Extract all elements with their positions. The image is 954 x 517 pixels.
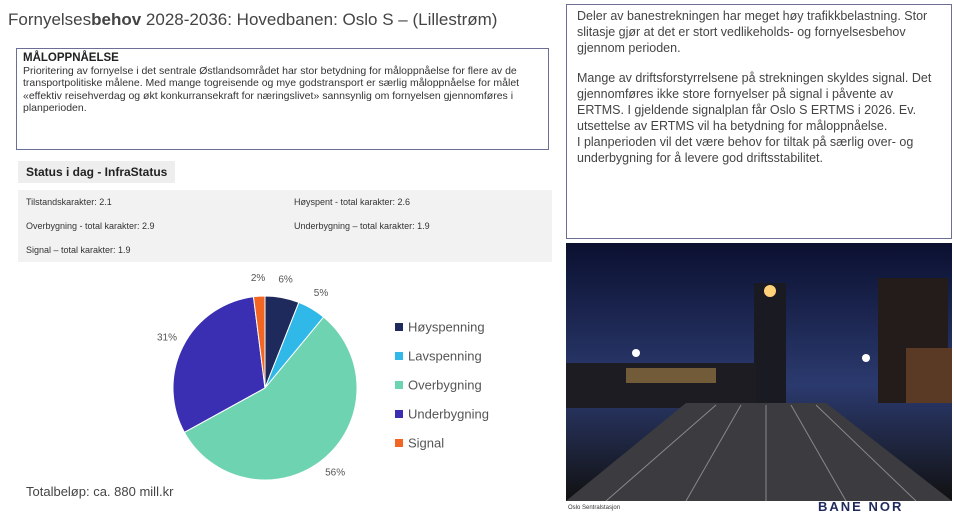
goal-text: Prioritering av fornyelse i det sentrale… (23, 64, 520, 115)
legend-swatch (395, 410, 403, 418)
legend-label: Lavspenning (408, 348, 482, 363)
status-item: Underbygning – total karakter: 1.9 (294, 221, 430, 231)
note: Deler av banestrekningen har meget høy t… (577, 9, 928, 55)
status-item: Høyspent - total karakter: 2.6 (294, 197, 411, 207)
title-part: 2028-2036: Hovedbanen: Oslo S – (Lillest… (141, 10, 498, 29)
data-label: 56% (325, 467, 345, 478)
legend-label: Underbygning (408, 406, 489, 421)
legend-swatch (395, 381, 403, 389)
data-label: 5% (314, 288, 329, 299)
notes-box: Deler av banestrekningen har meget høy t… (566, 4, 952, 239)
data-label: 6% (278, 275, 293, 286)
status-heading: Status i dag - InfraStatus (18, 161, 176, 183)
status-item: Signal – total karakter: 1.9 (26, 245, 131, 255)
photo (566, 243, 952, 501)
note: I planperioden vil det være behov for ti… (577, 135, 914, 165)
status-box: Tilstandskarakter: 2.1 Høyspent - total … (18, 190, 552, 262)
pie-chart: 6% Høyspenning 5% Lavspenning 56% Overbygning… (157, 273, 489, 480)
legend-label: Høyspenning (408, 319, 485, 334)
goal-box: MÅLOPPNÅELSE Prioritering av fornyelse i… (16, 48, 549, 150)
pie-slice (252, 295, 266, 389)
total: Totalbeløp: ca. 880 mill.kr (26, 484, 174, 499)
data-label: 31% (157, 333, 177, 344)
photo-caption: Oslo Sentralstasjon (568, 505, 621, 511)
legend-label: Signal (408, 435, 444, 450)
status-item: Overbygning - total karakter: 2.9 (26, 221, 155, 231)
title-bold: behov (91, 10, 142, 29)
goal-heading: MÅLOPPNÅELSE (23, 52, 119, 64)
legend-swatch (395, 352, 403, 360)
title-part: Fornyelses (8, 10, 92, 29)
pie-slice (183, 316, 358, 480)
pie-slice (172, 296, 266, 434)
note: Mange av driftsforstyrrelsene på strekni… (577, 71, 932, 133)
status-item: Tilstandskarakter: 2.1 (26, 197, 112, 207)
legend-swatch (395, 323, 403, 331)
data-label: 2% (251, 273, 266, 284)
title: Fornyelsesbehov 2028-2036: Hovedbanen: O… (8, 10, 497, 30)
logo: BANE NOR (818, 499, 904, 514)
legend-swatch (395, 439, 403, 447)
legend-label: Overbygning (408, 377, 482, 392)
